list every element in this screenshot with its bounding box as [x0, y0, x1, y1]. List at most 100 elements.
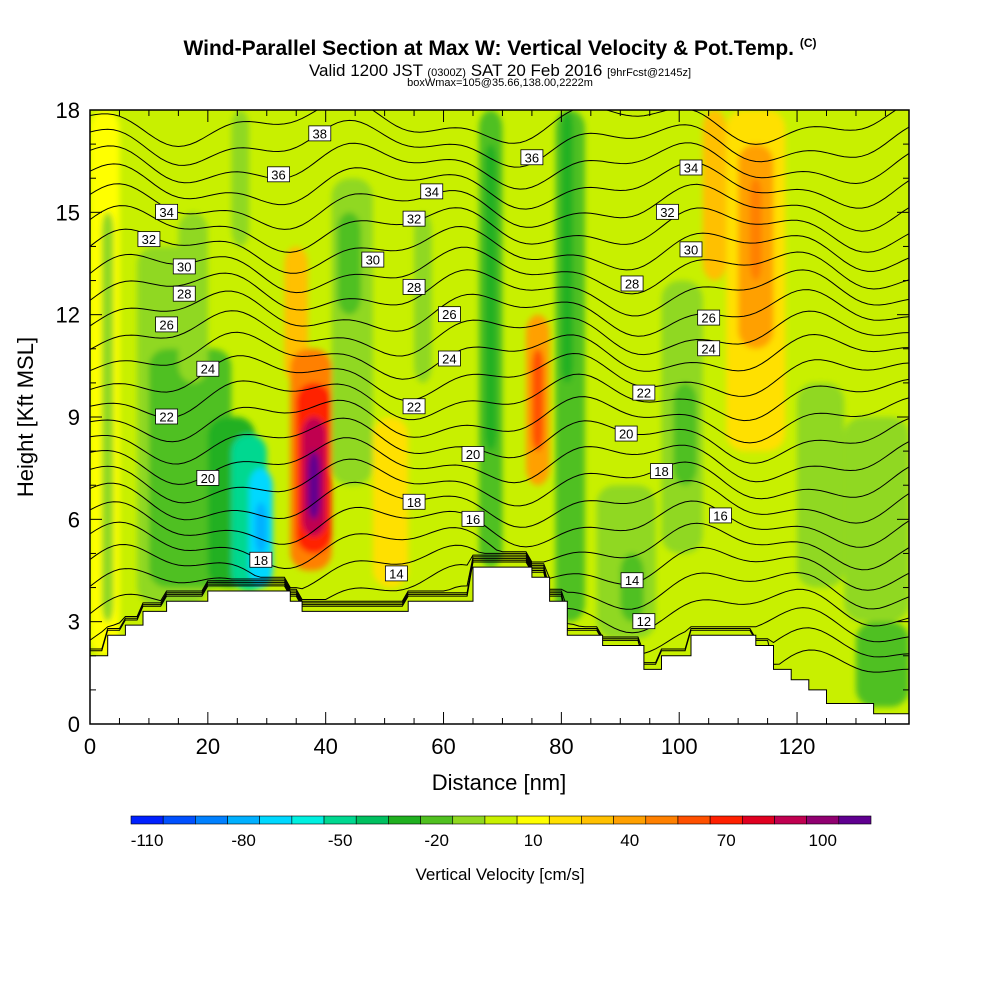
- y-tick-label: 12: [56, 303, 80, 328]
- contour-label-31: 16: [709, 507, 732, 524]
- contour-label-text: 12: [637, 614, 651, 629]
- contour-label-box: [632, 384, 656, 401]
- colorbar-swatch: [388, 815, 421, 825]
- colorbar-title: Vertical Velocity [cm/s]: [415, 865, 584, 884]
- contour-label-box: [679, 159, 703, 176]
- colorbar-tick-label: 40: [620, 831, 639, 850]
- y-tick-label: 3: [68, 610, 80, 635]
- theta-contour-21: [90, 458, 909, 507]
- contour-label-box: [196, 360, 220, 377]
- x-tick-label: 0: [84, 734, 96, 759]
- theta-contour-20: [90, 480, 909, 528]
- contour-label-9: 30: [172, 258, 196, 274]
- contour-label-13: 28: [402, 278, 426, 295]
- contour-label-box: [520, 149, 544, 166]
- contour-label-text: 18: [654, 464, 668, 479]
- theta-contour-31: [90, 246, 909, 295]
- contour-label-21: 22: [155, 408, 178, 425]
- colorbar-swatch: [516, 815, 550, 825]
- contour-label-text: 16: [713, 508, 727, 523]
- contour-label-box: [461, 446, 485, 462]
- contour-label-text: 32: [660, 205, 674, 220]
- colorbar-tick-label: 70: [717, 831, 736, 850]
- contour-label-box: [402, 493, 426, 510]
- contour-label-34: 12: [632, 613, 656, 629]
- theta-contour-36: [90, 142, 909, 190]
- contour-label-box: [620, 275, 644, 292]
- contour-label-19: 24: [438, 350, 461, 367]
- potential-temperature-contours: [90, 110, 909, 673]
- theta-contour-19: [90, 500, 909, 548]
- theta-contour-34: [90, 183, 909, 232]
- colorbar-tick-label: -110: [131, 831, 164, 850]
- contour-label-text: 30: [177, 259, 191, 274]
- y-axis-title: Height [Kft MSL]: [13, 337, 38, 497]
- contour-label-text: 20: [619, 427, 633, 442]
- x-tick-label: 60: [431, 734, 455, 759]
- contour-label-33: 14: [620, 572, 644, 588]
- contour-label-text: 24: [701, 341, 715, 356]
- contour-label-30: 16: [461, 510, 485, 527]
- colorbar-tick-label: -50: [328, 831, 353, 850]
- contour-label-text: 30: [366, 253, 380, 268]
- contour-label-box: [709, 507, 732, 524]
- velocity-cell-9: [231, 110, 250, 247]
- theta-contour-15: [90, 556, 909, 634]
- contour-label-text: 36: [271, 167, 285, 182]
- contour-label-text: 14: [625, 573, 639, 588]
- theta-contour-37: [90, 119, 909, 168]
- contour-label-26: 20: [614, 425, 638, 442]
- contour-label-8: 32: [656, 203, 679, 220]
- theta-contour-28: [90, 310, 909, 357]
- theta-contour-14: [90, 558, 909, 655]
- colorbar-tick-label: 100: [809, 831, 837, 850]
- contour-label-11: 30: [679, 241, 703, 257]
- subtitle-forecast: [9hrFcst@2145z]: [607, 67, 692, 79]
- velocity-cell-10: [284, 246, 309, 383]
- velocity-cell-32: [749, 178, 762, 281]
- contour-label-text: 28: [177, 287, 191, 302]
- contour-label-7: 32: [402, 210, 426, 227]
- contour-label-box: [361, 251, 385, 268]
- contour-label-16: 26: [438, 306, 461, 322]
- chart-title: Wind-Parallel Section at Max W: Vertical…: [0, 36, 1000, 61]
- theta-contour-16: [90, 554, 909, 610]
- contour-label-box: [697, 309, 721, 326]
- contour-label-box: [656, 203, 679, 220]
- velocity-cell-33: [797, 382, 845, 588]
- velocity-cell-22: [531, 348, 544, 452]
- y-tick-label: 6: [68, 507, 80, 532]
- contour-label-text: 38: [313, 126, 327, 141]
- theta-contour-32: [90, 225, 909, 274]
- contour-label-32: 14: [384, 565, 408, 581]
- y-tick-label: 0: [68, 712, 80, 737]
- theta-contour-30: [90, 269, 909, 317]
- subtitle-date: SAT 20 Feb 2016: [470, 61, 603, 80]
- contour-label-25: 20: [461, 446, 485, 462]
- theta-contour-25: [90, 373, 909, 422]
- theta-contour-29: [90, 289, 909, 337]
- contour-label-3: 34: [155, 203, 178, 220]
- velocity-cell-1: [101, 212, 114, 622]
- x-tick-label: 120: [779, 734, 816, 759]
- colorbar-swatch: [709, 815, 743, 825]
- contour-label-box: [155, 316, 178, 333]
- contour-label-text: 32: [407, 212, 421, 227]
- colorbar-swatch: [291, 815, 325, 825]
- chart-subtitle-box: boxWmax=105@35.66,138.00,2222m: [407, 77, 593, 89]
- contour-label-box: [155, 203, 178, 220]
- contour-label-text: 14: [389, 566, 403, 581]
- contour-label-box: [308, 125, 332, 142]
- colorbar-swatch: [677, 815, 711, 825]
- subtitle-utc: (0300Z): [427, 67, 466, 79]
- contour-label-2: 36: [520, 149, 544, 166]
- velocity-cells: [90, 110, 909, 707]
- contour-label-17: 26: [697, 309, 721, 326]
- chart-title-text: Wind-Parallel Section at Max W: Vertical…: [183, 37, 794, 60]
- theta-contour-22: [90, 437, 909, 485]
- colorbar-swatch: [484, 815, 518, 825]
- colorbar-swatch: [581, 815, 614, 825]
- theta-contour-27: [90, 331, 909, 380]
